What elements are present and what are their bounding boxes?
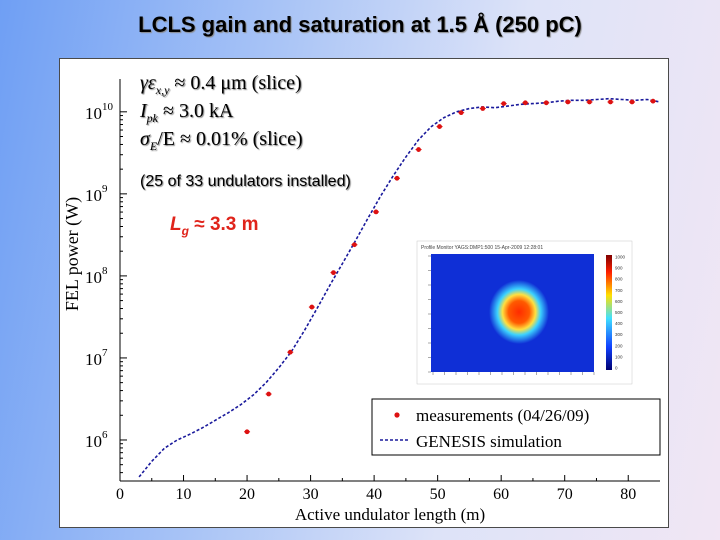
axis-ticks [119,111,629,481]
x-tick-label: 20 [239,486,255,503]
x-tick-label: 40 [366,486,382,503]
y-tick-label: 109 [85,183,108,205]
y-tick-labels: 106 107 108 109 1010 [85,101,114,451]
colorbar-tick-label: 300 [615,332,623,337]
colorbar-tick-label: 500 [615,310,623,315]
colorbar-tick-label: 200 [615,343,623,348]
measurement-point [309,304,315,310]
colorbar-tick-label: 900 [615,266,623,271]
param-peak-current: Ipk ≈ 3.0 kA [139,100,234,125]
series-measurements [244,98,657,435]
colorbar-tick-label: 100 [615,354,623,359]
x-tick-labels: 0 10 20 30 40 50 60 70 80 [116,486,636,503]
measurement-point [266,391,272,397]
measurement-point [501,101,507,107]
measurement-point [522,100,528,106]
x-tick-label: 80 [620,486,636,503]
measurement-point [608,99,613,105]
colorbar-tick-label: 700 [615,288,623,293]
plot-panel: 0 10 20 30 40 50 60 70 80 106 107 108 109 1010 Activ… [59,58,669,528]
legend-label-simulation: GENESIS simulation [416,432,562,451]
beam-spot [489,280,549,344]
fel-power-chart: 0 10 20 30 40 50 60 70 80 106 107 108 109 1010 Activ… [62,72,661,524]
x-tick-label: 60 [493,486,509,503]
x-axis-label: Active undulator length (m) [295,505,485,524]
beam-parameters: γεx,y ≈ 0.4 μm (slice) Ipk ≈ 3.0 kA σE/E… [139,72,303,153]
measurement-point [565,99,571,105]
x-tick-label: 30 [303,486,319,503]
measurement-point [373,209,379,215]
measurement-point [587,99,592,105]
measurement-point [416,147,421,152]
series-line-genesis-simulation [138,97,661,478]
param-energy-spread: σE/E ≈ 0.01% (slice) [140,128,303,153]
measurement-point [352,242,357,248]
legend: measurements (04/26/09) GENESIS simulati… [371,398,661,456]
param-emittance: γεx,y ≈ 0.4 μm (slice) [140,72,302,97]
colorbar-tick-label: 0 [615,366,618,371]
colorbar-tick-label: 400 [615,321,623,326]
measurement-point [287,349,293,355]
measurement-point [244,429,250,435]
colorbar-tick-label: 1000 [615,255,626,260]
y-tick-label: 108 [85,265,108,287]
measurement-point [543,100,549,106]
y-tick-label: 106 [85,429,108,451]
legend-marker-measurements [394,412,400,418]
x-tick-label: 0 [116,486,124,503]
undulators-note: (25 of 33 undulators installed) [140,173,351,190]
colorbar-tick-label: 600 [615,299,623,304]
inset-colorbar [606,255,612,370]
measurement-point [331,270,336,276]
colorbar-tick-label: 800 [615,277,623,282]
inset-axis-ticks [428,255,595,375]
legend-box [371,398,661,456]
measurement-point [480,106,486,111]
x-tick-label: 10 [176,486,192,503]
measurement-point [629,99,635,105]
measurement-point [458,110,464,116]
measurement-point [394,175,400,181]
legend-label-measurements: measurements (04/26/09) [416,406,589,425]
profile-monitor-inset: Profile Monitor YAGS:DMP1:500 15-Apr-200… [416,240,633,385]
y-tick-label: 1010 [85,101,114,123]
y-tick-label: 107 [85,347,108,369]
x-tick-label: 50 [430,486,446,503]
slide-title: LCLS gain and saturation at 1.5 Å (250 p… [138,12,582,37]
x-tick-label: 70 [557,486,573,503]
gain-length-label: Lg ≈ 3.3 m [170,214,259,238]
measurement-point [437,124,442,129]
y-axis-label: FEL power (W) [62,197,83,311]
measurement-point [650,98,656,104]
inset-title: Profile Monitor YAGS:DMP1:500 15-Apr-200… [421,245,543,251]
